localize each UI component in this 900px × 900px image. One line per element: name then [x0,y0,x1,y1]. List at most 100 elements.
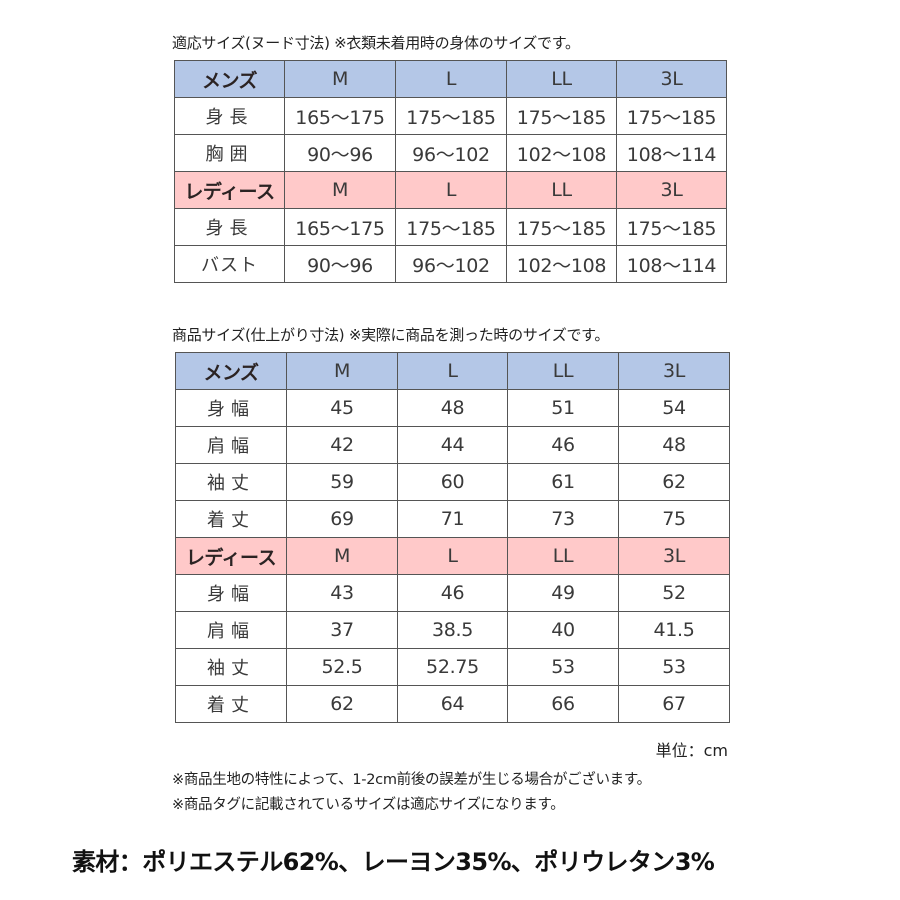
size-header: 3L [618,537,730,575]
table-row: 肩幅 37 38.5 40 41.5 [175,611,730,649]
cell: 46 [507,426,619,464]
table-row: 着丈 69 71 73 75 [175,500,730,538]
nude-size-table: メンズ M L LL 3L 身長 165〜175 175〜185 175〜185… [174,60,727,283]
ladies-header-row: レディース M L LL 3L [175,537,730,575]
cell: 40 [507,611,619,649]
cell: 102〜108 [506,134,617,172]
table-row: 袖丈 59 60 61 62 [175,463,730,501]
cell: 38.5 [397,611,508,649]
size-header: L [395,60,507,98]
mens-label: メンズ [174,60,285,98]
table-row: 身幅 45 48 51 54 [175,389,730,427]
cell: 64 [397,685,508,723]
size-header: 3L [616,171,727,209]
cell: 165〜175 [284,97,396,135]
cell: 96〜102 [395,245,507,283]
cell: 48 [397,389,508,427]
row-label: 肩幅 [175,611,287,649]
size-header: M [286,352,398,390]
mens-header-row: メンズ M L LL 3L [174,60,727,98]
size-header: M [286,537,398,575]
cell: 48 [618,426,730,464]
row-label: バスト [174,245,285,283]
mens-label: メンズ [175,352,287,390]
row-label: 袖丈 [175,648,287,686]
size-header: L [397,352,508,390]
cell: 67 [618,685,730,723]
cell: 44 [397,426,508,464]
size-header: LL [507,537,619,575]
size-header: LL [506,60,617,98]
table-row: 肩幅 42 44 46 48 [175,426,730,464]
cell: 52.5 [286,648,398,686]
cell: 175〜185 [395,208,507,246]
cell: 60 [397,463,508,501]
cell: 51 [507,389,619,427]
note-tag-size: ※商品タグに記載されているサイズは適応サイズになります。 [172,797,565,813]
cell: 73 [507,500,619,538]
cell: 90〜96 [284,245,396,283]
cell: 52.75 [397,648,508,686]
row-label: 身幅 [175,574,287,612]
table-row: 胸囲 90〜96 96〜102 102〜108 108〜114 [174,134,727,172]
cell: 53 [618,648,730,686]
cell: 175〜185 [395,97,507,135]
row-label: 着丈 [175,685,287,723]
ladies-label: レディース [175,537,287,575]
cell: 165〜175 [284,208,396,246]
size-header: 3L [618,352,730,390]
ladies-header-row: レディース M L LL 3L [174,171,727,209]
product-size-table: メンズ M L LL 3L 身幅 45 48 51 54 肩幅 42 44 46… [175,352,730,723]
row-label: 身長 [174,208,285,246]
cell: 102〜108 [506,245,617,283]
cell: 75 [618,500,730,538]
cell: 96〜102 [395,134,507,172]
note-tolerance: ※商品生地の特性によって、1-2cm前後の誤差が生じる場合がございます。 [172,772,651,788]
table-row: 着丈 62 64 66 67 [175,685,730,723]
cell: 49 [507,574,619,612]
cell: 71 [397,500,508,538]
cell: 66 [507,685,619,723]
cell: 45 [286,389,398,427]
cell: 59 [286,463,398,501]
row-label: 肩幅 [175,426,287,464]
cell: 108〜114 [616,134,727,172]
size-header: L [397,537,508,575]
cell: 42 [286,426,398,464]
table-row: バスト 90〜96 96〜102 102〜108 108〜114 [174,245,727,283]
cell: 53 [507,648,619,686]
cell: 175〜185 [506,208,617,246]
product-size-caption: 商品サイズ(仕上がり寸法) ※実際に商品を測った時のサイズです。 [172,326,610,344]
size-header: 3L [616,60,727,98]
cell: 62 [286,685,398,723]
size-header: M [284,60,396,98]
cell: 52 [618,574,730,612]
row-label: 袖丈 [175,463,287,501]
cell: 61 [507,463,619,501]
mens-header-row: メンズ M L LL 3L [175,352,730,390]
size-header: LL [507,352,619,390]
size-header: L [395,171,507,209]
table-row: 身幅 43 46 49 52 [175,574,730,612]
cell: 108〜114 [616,245,727,283]
cell: 46 [397,574,508,612]
row-label: 着丈 [175,500,287,538]
table-row: 身長 165〜175 175〜185 175〜185 175〜185 [174,97,727,135]
cell: 175〜185 [616,97,727,135]
cell: 175〜185 [616,208,727,246]
material-composition: 素材：ポリエステル62%、レーヨン35%、ポリウレタン3% [72,848,715,876]
row-label: 胸囲 [174,134,285,172]
ladies-label: レディース [174,171,285,209]
cell: 62 [618,463,730,501]
cell: 90〜96 [284,134,396,172]
unit-label: 単位：cm [655,741,728,760]
row-label: 身幅 [175,389,287,427]
size-header: M [284,171,396,209]
cell: 175〜185 [506,97,617,135]
size-header: LL [506,171,617,209]
cell: 43 [286,574,398,612]
cell: 69 [286,500,398,538]
cell: 41.5 [618,611,730,649]
table-row: 身長 165〜175 175〜185 175〜185 175〜185 [174,208,727,246]
cell: 37 [286,611,398,649]
